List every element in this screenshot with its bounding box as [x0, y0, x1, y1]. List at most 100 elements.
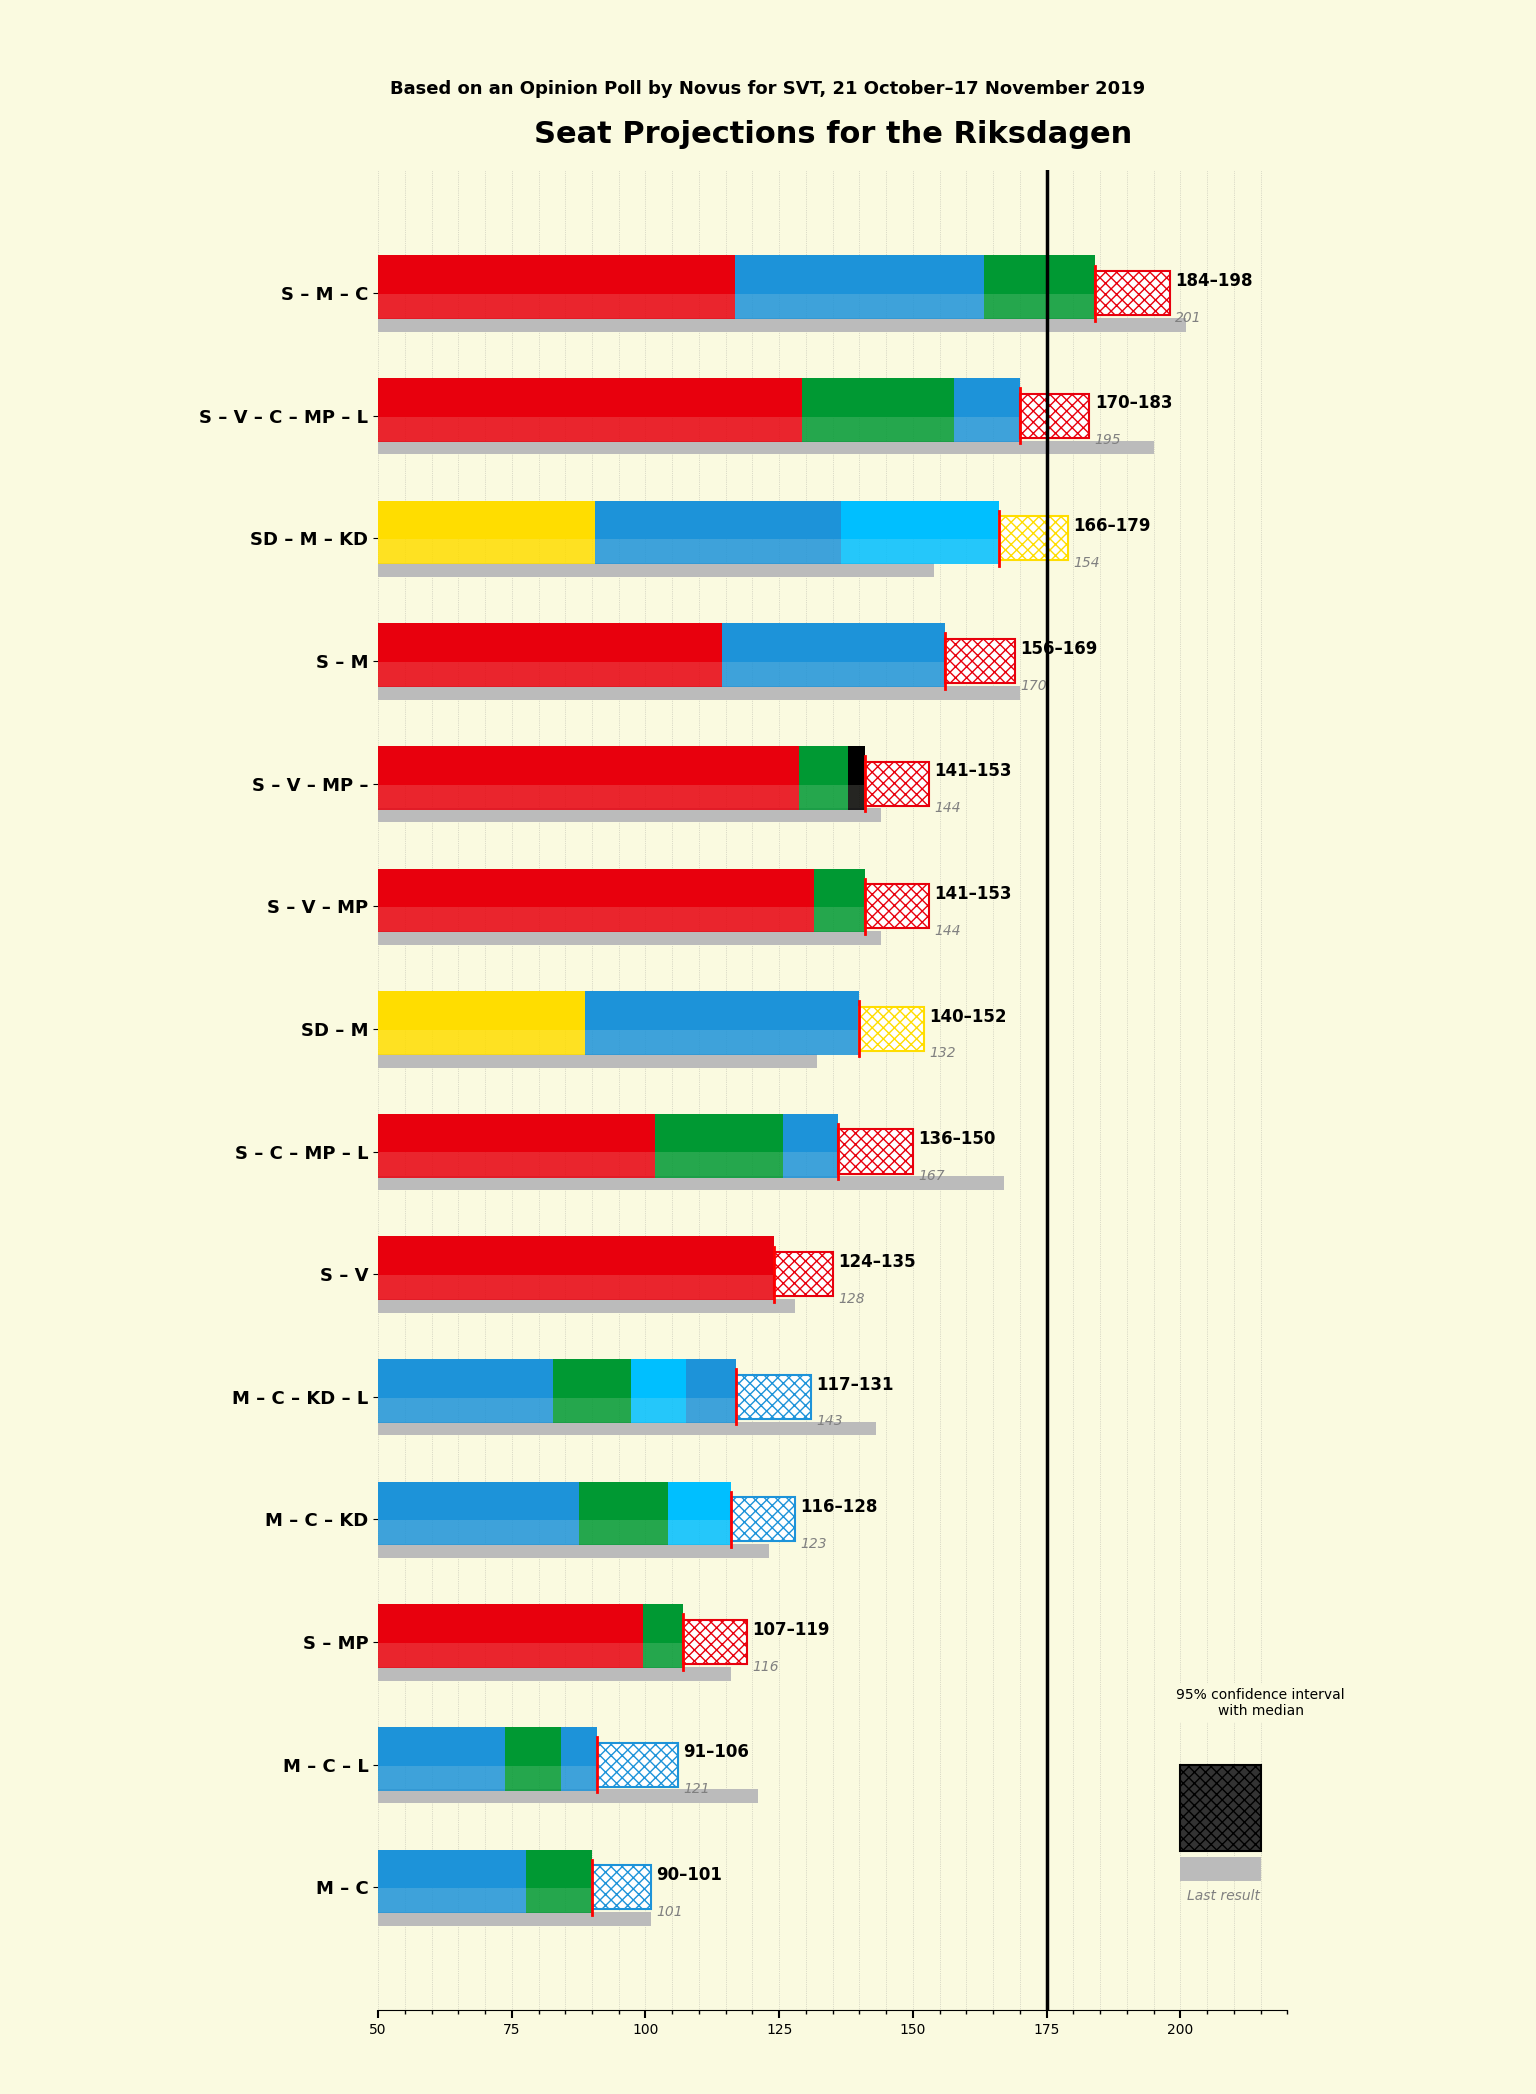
Bar	[774, 1252, 833, 1296]
Bar	[736, 1374, 811, 1420]
Bar	[378, 255, 734, 293]
Bar	[596, 500, 840, 540]
Bar	[378, 687, 1020, 699]
Bar	[553, 1395, 631, 1422]
Text: 184–198: 184–198	[1175, 272, 1252, 289]
Bar	[783, 1150, 839, 1177]
Bar	[378, 1235, 687, 1275]
Text: 141–153: 141–153	[934, 886, 1012, 903]
Bar	[596, 536, 840, 565]
Bar	[553, 1359, 631, 1397]
Text: 101: 101	[656, 1906, 684, 1918]
Bar	[579, 1483, 668, 1520]
Bar	[378, 1887, 527, 1914]
Bar	[954, 415, 1020, 442]
Text: 144: 144	[934, 923, 962, 938]
Bar	[378, 379, 710, 417]
Bar	[954, 379, 1020, 417]
Bar	[378, 660, 722, 687]
Bar	[783, 1114, 839, 1152]
Bar	[985, 291, 1095, 318]
Bar	[378, 932, 880, 944]
Text: 117–131: 117–131	[817, 1376, 894, 1393]
Bar	[378, 1114, 656, 1152]
Bar	[719, 905, 814, 932]
Bar	[598, 1742, 677, 1786]
Bar	[802, 379, 905, 417]
Bar	[1180, 1765, 1261, 1851]
Bar	[505, 1763, 561, 1790]
Bar	[378, 905, 719, 932]
Text: 143: 143	[817, 1413, 843, 1428]
Text: 154: 154	[1074, 555, 1100, 570]
Bar	[585, 990, 860, 1030]
Text: 170–183: 170–183	[1095, 394, 1172, 413]
Text: 201: 201	[1175, 310, 1201, 325]
Bar	[378, 318, 1186, 331]
Bar	[731, 1497, 796, 1541]
Bar	[378, 1543, 768, 1558]
Bar	[687, 1235, 774, 1275]
Text: 166–179: 166–179	[1074, 517, 1150, 536]
Bar	[378, 415, 710, 442]
Text: 156–169: 156–169	[1020, 641, 1097, 658]
Text: 167: 167	[919, 1168, 945, 1183]
Bar	[378, 1483, 579, 1520]
Text: 124–135: 124–135	[839, 1252, 915, 1271]
Bar	[378, 1298, 796, 1313]
Text: 121: 121	[684, 1782, 710, 1797]
Bar	[905, 415, 954, 442]
Bar	[378, 500, 596, 540]
Bar	[378, 1728, 505, 1765]
Text: 140–152: 140–152	[929, 1007, 1006, 1026]
Text: 116–128: 116–128	[800, 1497, 879, 1516]
Text: 95% confidence interval
with median: 95% confidence interval with median	[1177, 1688, 1346, 1719]
Bar	[684, 1621, 746, 1665]
Text: 107–119: 107–119	[753, 1621, 829, 1640]
Text: 170: 170	[1020, 678, 1046, 693]
Text: 128: 128	[839, 1292, 865, 1307]
Bar	[740, 1114, 783, 1152]
Bar	[378, 1395, 553, 1422]
Text: 136–150: 136–150	[919, 1131, 995, 1148]
Bar	[668, 1483, 731, 1520]
Bar	[378, 563, 934, 578]
Bar	[839, 1129, 912, 1173]
Text: 141–153: 141–153	[934, 762, 1012, 781]
Bar	[378, 1667, 731, 1681]
Bar	[719, 869, 814, 907]
Bar	[378, 1028, 585, 1055]
Bar	[722, 624, 945, 662]
Bar	[378, 440, 1154, 454]
Bar	[814, 869, 865, 907]
Bar	[840, 500, 998, 540]
Bar	[707, 745, 799, 785]
Bar	[687, 1395, 736, 1422]
Bar	[505, 1728, 561, 1765]
Bar	[378, 1912, 651, 1926]
Bar	[710, 415, 802, 442]
Bar	[707, 781, 799, 810]
Bar	[1095, 270, 1170, 316]
Bar	[687, 1273, 774, 1300]
Bar	[378, 1849, 527, 1889]
Bar	[985, 255, 1095, 293]
Text: Based on an Opinion Poll by Novus for SVT, 21 October–17 November 2019: Based on an Opinion Poll by Novus for SV…	[390, 80, 1146, 98]
Bar	[378, 1359, 553, 1397]
Bar	[378, 990, 585, 1030]
Bar	[378, 1150, 656, 1177]
Bar	[998, 517, 1068, 561]
Bar	[799, 781, 848, 810]
Bar	[378, 745, 707, 785]
Bar	[668, 1518, 731, 1545]
Bar	[591, 1866, 651, 1910]
Bar	[814, 905, 865, 932]
Bar	[848, 781, 865, 810]
Bar	[378, 1177, 1005, 1189]
Bar	[848, 745, 865, 785]
Text: 91–106: 91–106	[684, 1744, 750, 1761]
Bar	[527, 1849, 591, 1889]
Bar	[378, 536, 596, 565]
Bar	[631, 1395, 687, 1422]
Text: 195: 195	[1095, 433, 1121, 448]
